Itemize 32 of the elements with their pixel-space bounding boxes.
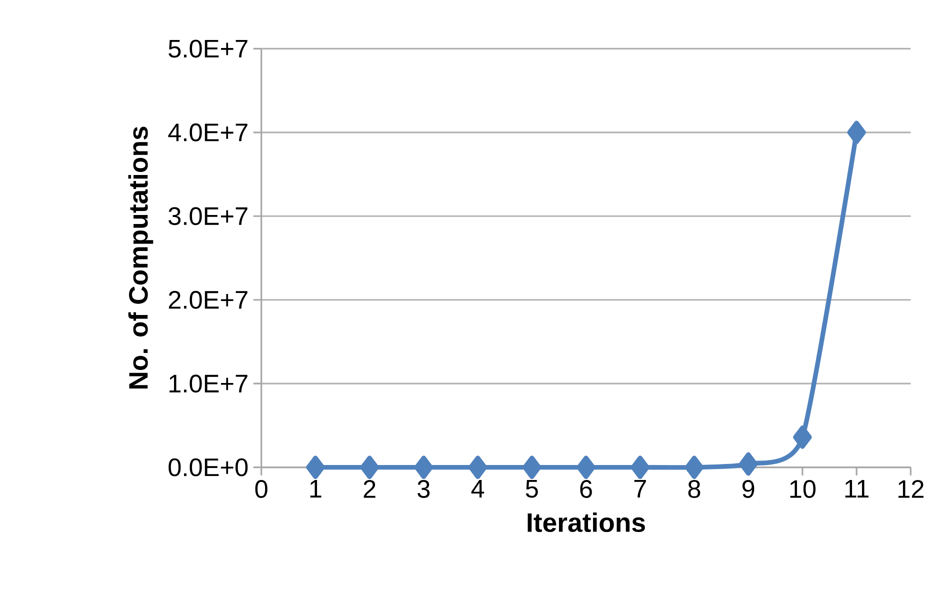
point: [360, 456, 379, 479]
x-tick-label: 6: [580, 480, 592, 498]
x-tick-label: 3: [418, 480, 430, 498]
x-tick-label: 1: [310, 480, 322, 498]
point: [306, 456, 325, 479]
x-tick-label: 4: [471, 480, 484, 498]
point: [684, 456, 704, 479]
x-tick-label: 7: [634, 480, 646, 498]
point: [793, 426, 812, 449]
y-tick-label: 5.0E+7: [168, 40, 248, 58]
x-tick-label: 8: [688, 480, 700, 498]
y-tick-label: 0.0E+0: [168, 458, 248, 476]
x-tick-label: 12: [898, 480, 924, 498]
point: [468, 456, 488, 479]
x-tick-label: 0: [255, 480, 268, 498]
x-tick-label: 2: [364, 480, 376, 498]
x-tick-label: 9: [742, 480, 754, 498]
point: [847, 120, 866, 144]
y-tick-label: 3.0E+7: [168, 207, 248, 226]
y-tick-label: 1.0E+7: [170, 374, 248, 393]
point: [414, 456, 434, 479]
x-tick-label: 5: [526, 480, 538, 498]
y-tick-label: 2.0E+7: [168, 290, 248, 309]
y-axis-title: No. of Computations: [128, 126, 154, 389]
y-tick-label: 4.0E+7: [168, 123, 248, 142]
point: [576, 456, 596, 479]
point: [739, 452, 758, 476]
x-tick-label: 11: [845, 480, 868, 498]
x-axis-title: Iterations: [528, 512, 645, 532]
point: [630, 456, 650, 479]
x-tick-label: 10: [790, 480, 816, 498]
point: [522, 456, 542, 479]
